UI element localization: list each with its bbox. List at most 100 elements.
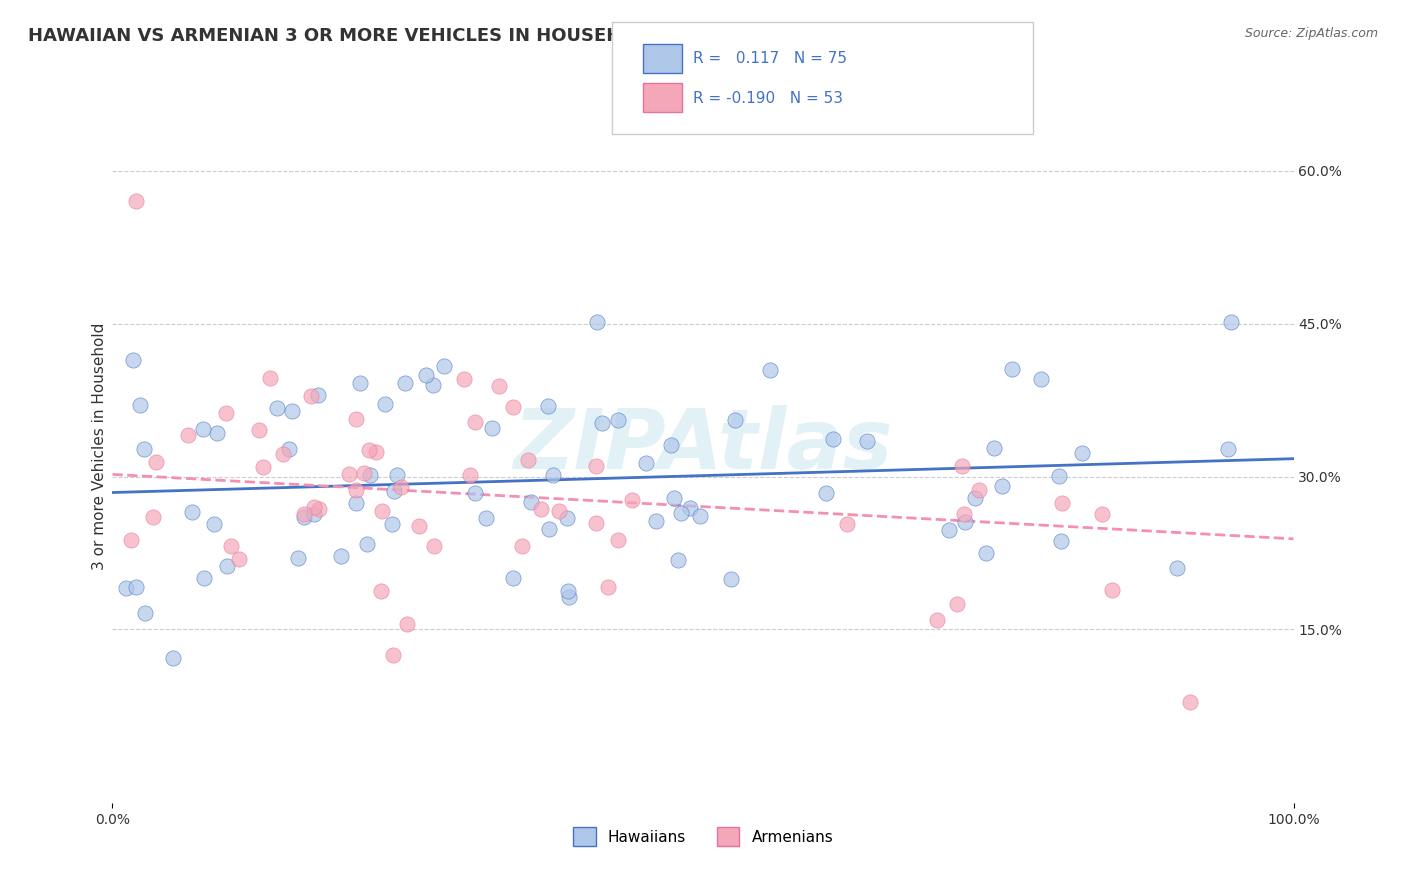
- Point: [423, 539, 446, 553]
- Point: [329, 549, 352, 563]
- Point: [541, 467, 564, 482]
- Point: [125, 194, 148, 209]
- Point: [202, 516, 225, 531]
- Point: [596, 580, 619, 594]
- Point: [422, 378, 444, 392]
- Point: [277, 442, 299, 457]
- Point: [679, 500, 702, 515]
- Point: [359, 442, 381, 457]
- Point: [474, 510, 496, 524]
- Point: [382, 648, 405, 663]
- Point: [585, 516, 607, 530]
- Point: [823, 433, 845, 447]
- Point: [855, 434, 877, 448]
- Point: [502, 400, 524, 414]
- Point: [502, 571, 524, 585]
- Point: [292, 507, 315, 521]
- Point: [520, 494, 543, 508]
- Point: [991, 478, 1014, 492]
- Point: [129, 398, 152, 412]
- Point: [134, 607, 156, 621]
- Point: [537, 399, 560, 413]
- Point: [837, 516, 859, 531]
- Point: [349, 376, 371, 390]
- Point: [1047, 469, 1070, 483]
- Point: [1166, 561, 1188, 575]
- Point: [302, 500, 325, 514]
- Point: [946, 598, 969, 612]
- Point: [307, 388, 329, 402]
- Point: [537, 522, 560, 536]
- Text: R = -0.190   N = 53: R = -0.190 N = 53: [693, 91, 844, 105]
- Point: [132, 442, 155, 456]
- Point: [645, 514, 668, 528]
- Point: [370, 584, 392, 599]
- Point: [266, 401, 288, 416]
- Text: Source: ZipAtlas.com: Source: ZipAtlas.com: [1244, 27, 1378, 40]
- Point: [634, 457, 657, 471]
- Point: [219, 539, 242, 553]
- Point: [344, 495, 367, 509]
- Point: [215, 559, 238, 574]
- Point: [299, 389, 322, 403]
- Point: [191, 422, 214, 436]
- Point: [558, 590, 581, 604]
- Point: [359, 468, 381, 483]
- Point: [1050, 496, 1073, 510]
- Point: [547, 504, 569, 518]
- Point: [1101, 583, 1123, 598]
- Point: [1001, 362, 1024, 376]
- Point: [585, 315, 607, 329]
- Point: [953, 515, 976, 529]
- Point: [724, 413, 747, 427]
- Point: [162, 651, 184, 665]
- Point: [252, 460, 274, 475]
- Point: [965, 491, 987, 506]
- Point: [621, 492, 644, 507]
- Point: [464, 415, 486, 429]
- Point: [689, 509, 711, 524]
- Point: [1029, 372, 1052, 386]
- Point: [344, 412, 367, 426]
- Point: [259, 371, 281, 385]
- Point: [395, 617, 418, 632]
- Point: [517, 452, 540, 467]
- Point: [481, 421, 503, 435]
- Point: [606, 533, 628, 548]
- Text: R =   0.117   N = 75: R = 0.117 N = 75: [693, 52, 848, 66]
- Point: [353, 466, 375, 480]
- Point: [458, 468, 481, 483]
- Point: [302, 507, 325, 521]
- Point: [591, 417, 613, 431]
- Point: [145, 455, 167, 469]
- Point: [950, 459, 973, 474]
- Text: HAWAIIAN VS ARMENIAN 3 OR MORE VEHICLES IN HOUSEHOLD CORRELATION CHART: HAWAIIAN VS ARMENIAN 3 OR MORE VEHICLES …: [28, 27, 884, 45]
- Point: [1220, 315, 1243, 329]
- Point: [381, 517, 404, 532]
- Point: [1180, 695, 1202, 709]
- Point: [287, 550, 309, 565]
- Point: [177, 428, 200, 442]
- Text: ZIPAtlas: ZIPAtlas: [513, 406, 893, 486]
- Point: [121, 533, 143, 547]
- Legend: Hawaiians, Armenians: Hawaiians, Armenians: [567, 822, 839, 852]
- Point: [983, 442, 1005, 456]
- Point: [193, 570, 215, 584]
- Point: [659, 438, 682, 452]
- Point: [366, 445, 388, 459]
- Point: [938, 523, 960, 537]
- Point: [142, 510, 165, 524]
- Point: [512, 539, 534, 553]
- Point: [382, 484, 405, 499]
- Point: [530, 501, 553, 516]
- Point: [976, 546, 998, 560]
- Point: [488, 379, 510, 393]
- Point: [292, 510, 315, 524]
- Point: [433, 359, 456, 373]
- Point: [1091, 507, 1114, 521]
- Point: [671, 506, 693, 520]
- Point: [308, 501, 330, 516]
- Point: [114, 581, 136, 595]
- Point: [385, 467, 408, 482]
- Point: [374, 396, 396, 410]
